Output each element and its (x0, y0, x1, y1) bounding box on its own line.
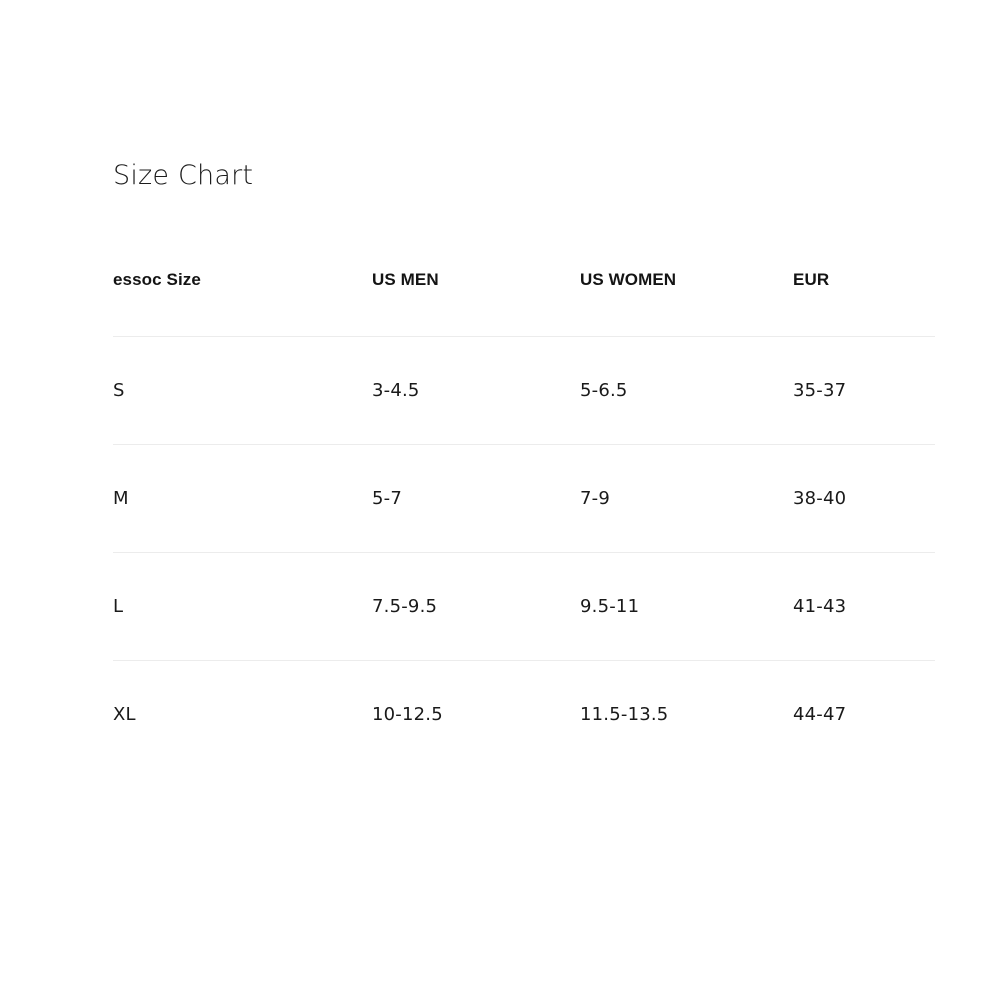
table-row: XL 10-12.5 11.5-13.5 44-47 (113, 660, 935, 769)
table-header-row: essoc Size US MEN US WOMEN EUR (113, 270, 935, 337)
column-header-eur: EUR (793, 270, 830, 290)
cell-us-women: 5-6.5 (580, 336, 793, 445)
table-row: M 5-7 7-9 38-40 (113, 444, 935, 553)
column-header-us-women: US WOMEN (580, 270, 677, 290)
column-header-us-men: US MEN (372, 270, 439, 290)
table-header: essoc Size US MEN US WOMEN EUR (113, 270, 935, 337)
cell-size: M (113, 444, 372, 553)
cell-us-men: 3-4.5 (372, 336, 580, 445)
table-row: S 3-4.5 5-6.5 35-37 (113, 336, 935, 445)
size-chart-section: Size Chart essoc Size US MEN US WOMEN EU… (113, 160, 935, 769)
cell-size: L (113, 552, 372, 661)
cell-us-men: 10-12.5 (372, 660, 580, 769)
cell-us-women: 9.5-11 (580, 552, 793, 661)
table-row: L 7.5-9.5 9.5-11 41-43 (113, 552, 935, 661)
cell-eur: 35-37 (793, 336, 935, 445)
cell-size: S (113, 336, 372, 445)
size-chart-table: essoc Size US MEN US WOMEN EUR S 3-4.5 5… (113, 270, 935, 769)
cell-us-men: 5-7 (372, 444, 580, 553)
cell-eur: 41-43 (793, 552, 935, 661)
table-body: S 3-4.5 5-6.5 35-37 M 5-7 7-9 38-40 L 7.… (113, 336, 935, 769)
cell-us-women: 7-9 (580, 444, 793, 553)
page-title: Size Chart (113, 160, 254, 191)
cell-us-men: 7.5-9.5 (372, 552, 580, 661)
cell-size: XL (113, 660, 372, 769)
cell-eur: 44-47 (793, 660, 935, 769)
column-header-size: essoc Size (113, 270, 201, 290)
cell-us-women: 11.5-13.5 (580, 660, 793, 769)
cell-eur: 38-40 (793, 444, 935, 553)
